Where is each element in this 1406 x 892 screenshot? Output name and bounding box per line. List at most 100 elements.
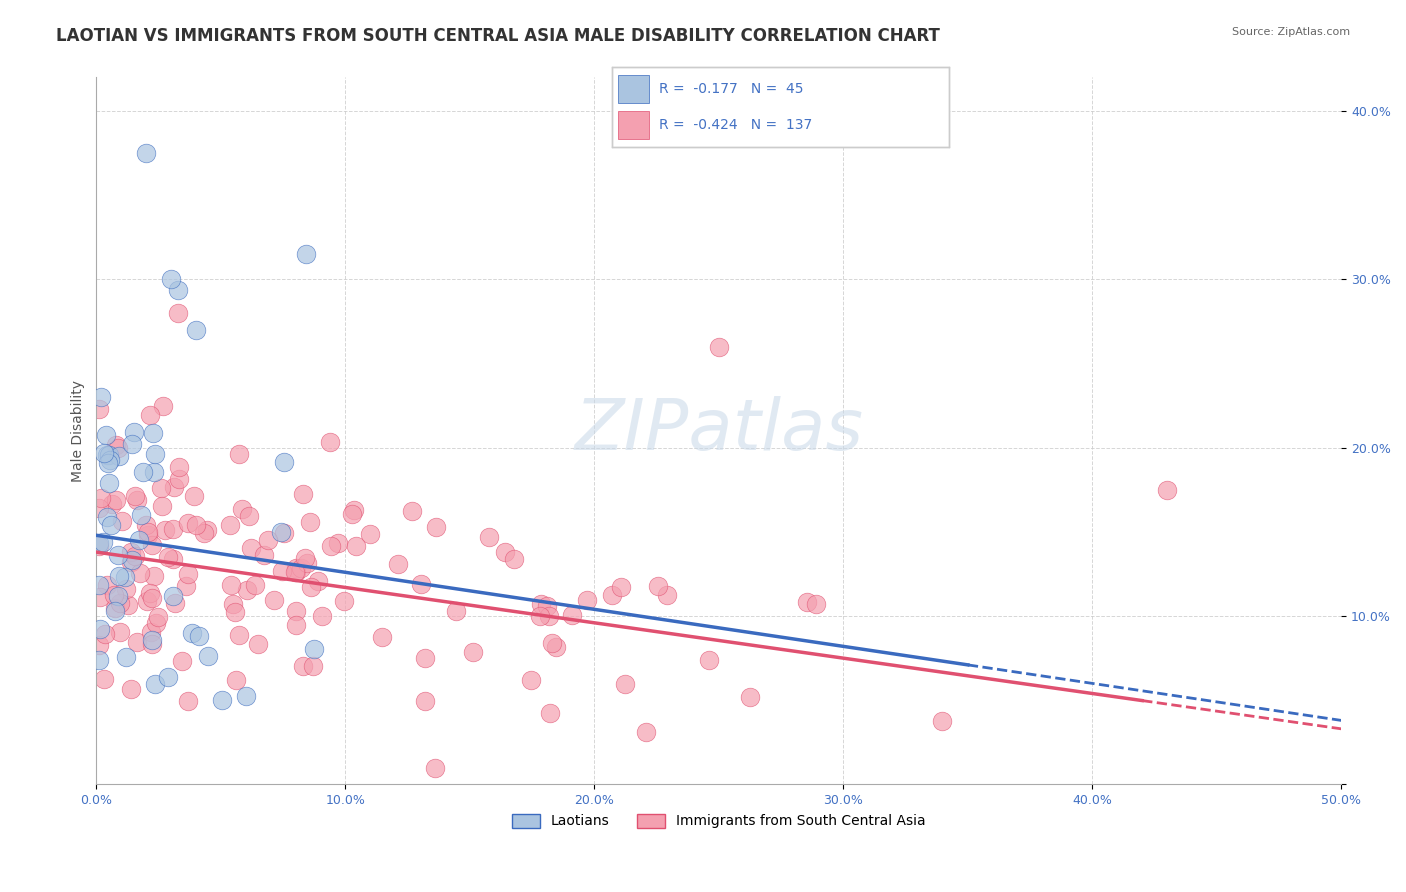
Point [444, 604, 467, 618]
Legend: Laotians, Immigrants from South Central Asia: Laotians, Immigrants from South Central … [506, 808, 931, 834]
Point [146, 609, 169, 624]
Point [270, 524, 292, 539]
Point [167, 459, 190, 474]
Point [97, 476, 120, 491]
Point [89, 539, 111, 553]
Point [253, 548, 276, 562]
Point [655, 588, 678, 602]
Point [97, 456, 120, 470]
Point [153, 523, 176, 537]
Point [167, 306, 190, 320]
Point [740, 690, 762, 704]
Point [142, 426, 165, 441]
Point [311, 609, 333, 624]
Point [177, 566, 200, 581]
Point [304, 642, 326, 657]
Text: ZIPatlas: ZIPatlas [575, 396, 863, 466]
Point [108, 568, 131, 582]
Point [169, 472, 191, 486]
Point [141, 632, 163, 647]
Point [298, 515, 321, 529]
Point [319, 539, 342, 553]
Point [108, 625, 131, 640]
Point [87, 653, 110, 667]
Point [163, 480, 186, 494]
Point [176, 694, 198, 708]
Point [114, 570, 136, 584]
Point [294, 550, 316, 565]
Point [150, 481, 173, 495]
Point [129, 508, 152, 522]
Point [284, 566, 307, 580]
Point [290, 561, 312, 575]
Point [97, 448, 120, 462]
Point [120, 555, 142, 569]
Point [243, 578, 266, 592]
Point [87, 401, 110, 416]
Point [162, 522, 184, 536]
Point [246, 637, 269, 651]
Point [90, 491, 112, 505]
Point [228, 628, 250, 642]
Point [211, 693, 233, 707]
Point [538, 706, 561, 720]
Bar [619, 75, 648, 103]
Point [931, 714, 953, 729]
Point [150, 499, 173, 513]
Point [124, 489, 146, 503]
Point [128, 533, 150, 547]
Text: R =  -0.177   N =  45: R = -0.177 N = 45 [659, 81, 803, 95]
Point [463, 645, 485, 659]
Point [371, 630, 394, 644]
Point [193, 525, 215, 540]
Point [104, 604, 127, 618]
Point [256, 533, 278, 547]
Point [197, 649, 219, 664]
Point [538, 608, 561, 623]
Text: Source: ZipAtlas.com: Source: ZipAtlas.com [1232, 27, 1350, 37]
Point [87, 500, 110, 515]
Point [299, 580, 322, 594]
Point [139, 625, 162, 640]
Point [121, 437, 143, 451]
Point [135, 517, 157, 532]
Point [121, 552, 143, 566]
Point [328, 535, 350, 549]
Point [136, 594, 159, 608]
Point [142, 465, 165, 479]
Point [333, 594, 356, 608]
Point [103, 588, 125, 602]
Point [561, 608, 583, 623]
Point [157, 670, 180, 684]
Point [610, 580, 633, 594]
Point [271, 564, 294, 578]
Text: LAOTIAN VS IMMIGRANTS FROM SOUTH CENTRAL ASIA MALE DISABILITY CORRELATION CHART: LAOTIAN VS IMMIGRANTS FROM SOUTH CENTRAL… [56, 27, 941, 45]
Point [423, 760, 446, 774]
Point [224, 673, 246, 688]
Point [544, 640, 567, 654]
Point [295, 556, 318, 570]
Point [541, 636, 564, 650]
Y-axis label: Male Disability: Male Disability [72, 380, 86, 482]
Point [145, 615, 167, 630]
Point [98, 453, 121, 467]
Point [804, 597, 827, 611]
Point [494, 545, 516, 559]
Point [285, 618, 308, 632]
Point [96, 578, 118, 592]
Point [128, 566, 150, 580]
Point [108, 449, 131, 463]
Point [94, 428, 117, 442]
Point [291, 659, 314, 673]
Point [235, 583, 257, 598]
Point [228, 446, 250, 460]
Point [107, 442, 129, 456]
Point [110, 596, 132, 610]
Point [235, 689, 257, 703]
Point [319, 435, 342, 450]
Point [285, 565, 308, 579]
Point [170, 654, 193, 668]
Point [636, 725, 658, 739]
Point [425, 520, 447, 534]
Point [114, 649, 136, 664]
